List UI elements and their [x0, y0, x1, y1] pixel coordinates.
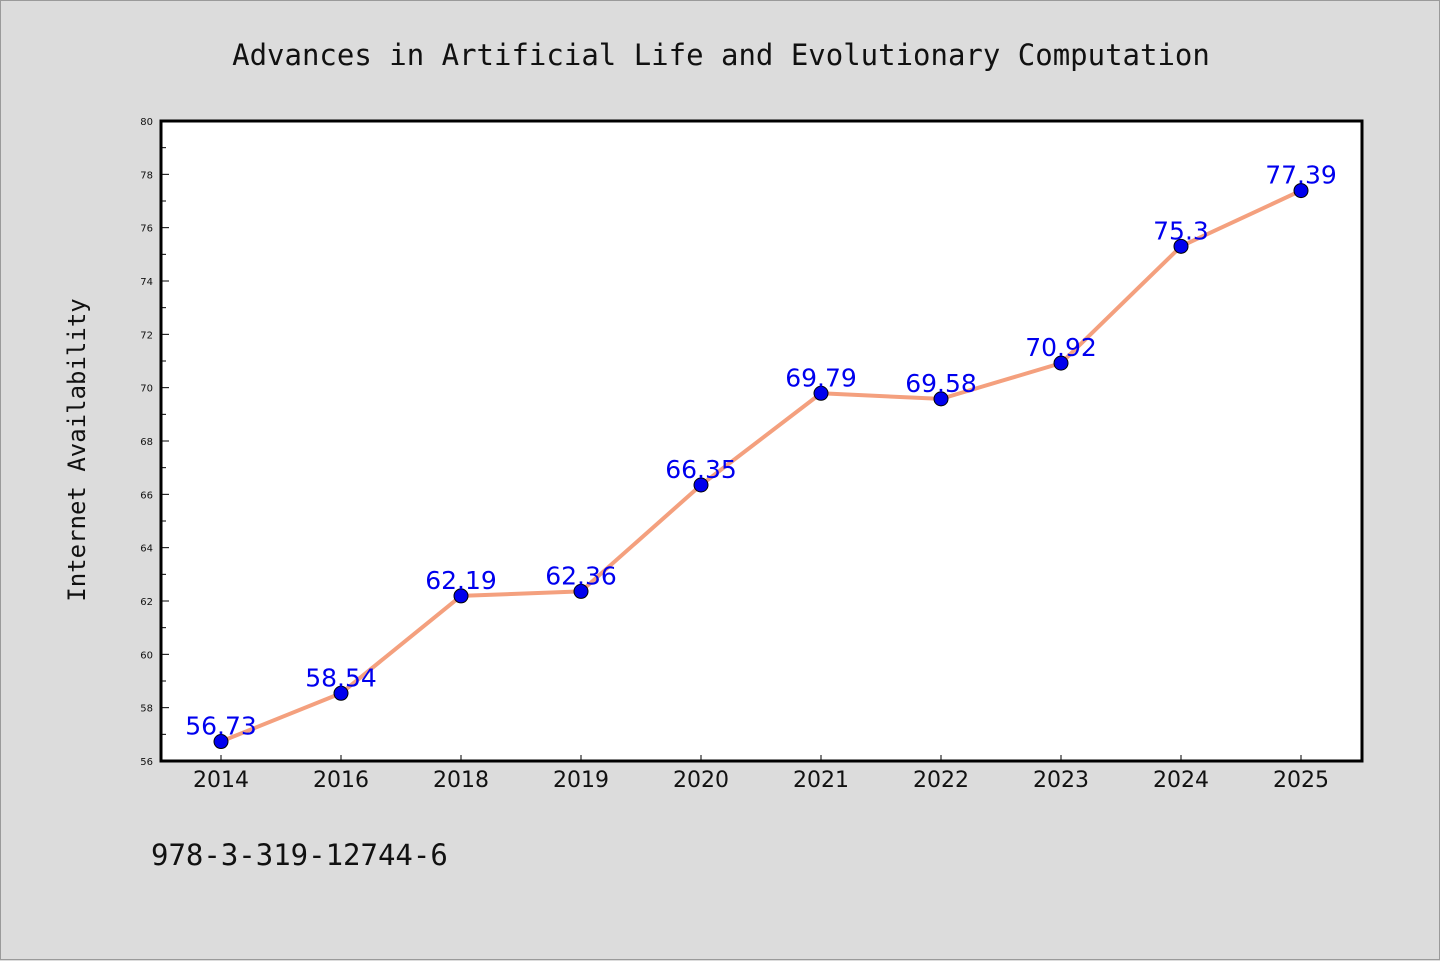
data-label: 56.73 [185, 712, 257, 741]
y-tick-label: 60 [140, 650, 153, 661]
data-label: 69.79 [785, 363, 857, 392]
y-axis-ticks: 56 58 60 62 64 66 68 70 72 74 76 78 80 [140, 117, 169, 768]
data-point [213, 734, 229, 750]
y-axis-label: Internet Availability [63, 298, 91, 601]
data-label: 69.58 [905, 369, 977, 398]
data-point [1293, 183, 1309, 199]
series-line [219, 188, 1303, 744]
x-tick-label: 2018 [433, 768, 489, 793]
x-tick-label: 2023 [1033, 768, 1089, 793]
y-tick-label: 72 [140, 330, 153, 341]
x-tick-label: 2019 [553, 768, 609, 793]
data-label: 58.54 [305, 663, 377, 692]
data-point [933, 391, 949, 407]
x-tick-label: 2016 [313, 768, 369, 793]
x-tick-label: 2025 [1273, 768, 1329, 793]
y-tick-label: 64 [140, 544, 153, 555]
data-point [1173, 238, 1189, 254]
x-tick-label: 2021 [793, 768, 849, 793]
y-tick-label: 74 [140, 277, 153, 288]
y-tick-label: 80 [140, 117, 153, 128]
data-point [333, 685, 349, 701]
x-tick-label: 2024 [1153, 768, 1209, 793]
chart-title: Advances in Artificial Life and Evolutio… [232, 38, 1210, 72]
y-tick-label: 56 [140, 757, 153, 768]
y-tick-label: 70 [140, 384, 153, 395]
y-tick-label: 76 [140, 224, 153, 235]
footer-isbn: 978-3-319-12744-6 [151, 838, 448, 872]
y-tick-label: 62 [140, 597, 153, 608]
data-label: 62.36 [545, 561, 617, 590]
data-point-group [213, 183, 1309, 750]
data-point [573, 583, 589, 599]
y-tick-label: 68 [140, 437, 153, 448]
y-tick-label: 58 [140, 704, 153, 715]
data-point [453, 588, 469, 604]
x-tick-label: 2022 [913, 768, 969, 793]
data-point [1053, 355, 1069, 371]
data-label: 77.39 [1265, 161, 1337, 190]
y-tick-label: 66 [140, 490, 153, 501]
data-label: 75.3 [1153, 216, 1209, 245]
y-tick-label: 78 [140, 170, 153, 181]
data-label: 62.19 [425, 566, 497, 595]
data-point [813, 385, 829, 401]
data-label: 70.92 [1025, 333, 1097, 362]
x-tick-label: 2014 [193, 768, 249, 793]
data-label: 66.35 [665, 455, 737, 484]
x-tick-label: 2020 [673, 768, 729, 793]
data-label-group: 56.73 58.54 62.19 62.36 66.35 69.79 69.58 70.92… [185, 161, 1337, 741]
series-line-group [219, 188, 1303, 744]
x-axis-ticks: 2014 2016 2018 2019 2020 2021 2022 2023 2024 2025 [193, 755, 1329, 793]
data-point [693, 477, 709, 493]
